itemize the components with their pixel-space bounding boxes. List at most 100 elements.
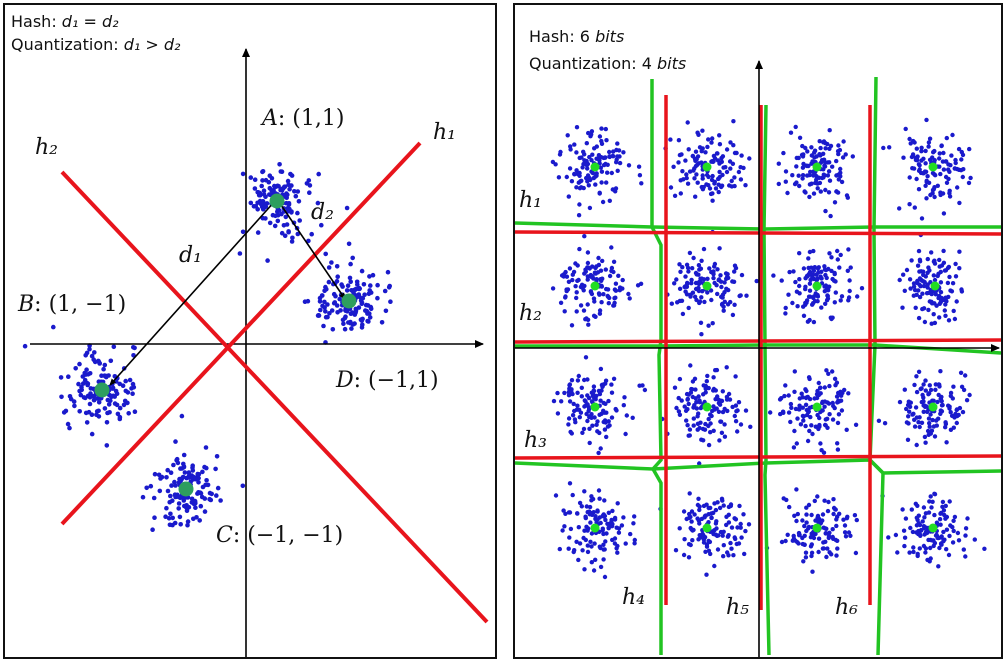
grid-cluster-point	[830, 534, 835, 540]
grid-cluster-point	[611, 149, 616, 154]
grid-cluster-point	[960, 152, 966, 158]
grid-cluster-point	[948, 523, 953, 528]
grid-cluster-point	[968, 175, 973, 181]
grid-cluster-point	[836, 177, 841, 182]
grid-cluster-point	[799, 152, 805, 158]
grid-cluster-point	[705, 276, 710, 281]
grid-cluster-point	[555, 411, 561, 416]
grid-cluster-point	[914, 146, 919, 151]
grid-cluster-point	[604, 410, 609, 415]
label-d2: d₂	[311, 200, 334, 225]
grid-cluster-point	[818, 391, 823, 396]
grid-cluster-point	[711, 510, 716, 516]
cluster-c-point	[205, 482, 211, 488]
cluster-b-point	[112, 401, 118, 406]
grid-cluster-point	[600, 199, 606, 205]
cluster-a-point	[286, 229, 291, 235]
grid-cluster-point	[932, 277, 938, 283]
grid-cluster-point	[713, 521, 719, 526]
grid-cluster-point	[690, 538, 695, 543]
grid-cluster-point	[601, 514, 606, 519]
cluster-a-point	[260, 178, 265, 183]
cluster-c-point	[178, 478, 183, 484]
grid-cluster-point	[607, 273, 613, 279]
grid-cluster-point	[938, 280, 944, 285]
grid-cluster-point	[566, 422, 571, 427]
grid-cluster-point	[800, 173, 806, 178]
cluster-b-point	[120, 383, 126, 389]
grid-cluster-point	[803, 276, 808, 281]
grid-cluster-point	[597, 308, 603, 313]
grid-cluster-point	[826, 499, 831, 505]
grid-cluster-point	[796, 155, 801, 161]
grid-cluster-point	[923, 388, 928, 393]
grid-cluster-point	[920, 306, 925, 312]
grid-cluster-point	[845, 514, 850, 519]
grid-cluster-point	[848, 533, 853, 538]
grid-cluster-point	[842, 530, 848, 535]
grid-cluster-point	[791, 445, 797, 450]
grid-cluster-point	[602, 418, 608, 423]
grid-cluster-point	[596, 488, 602, 493]
hash-plane-h3	[514, 454, 1002, 460]
grid-cluster-point	[947, 499, 952, 504]
grid-cluster-point	[807, 194, 812, 200]
grid-cluster-point	[733, 419, 739, 424]
grid-cluster-point	[686, 515, 692, 521]
cluster-c-point	[140, 494, 146, 500]
grid-cluster-point	[833, 507, 838, 512]
grid-cluster-point	[824, 526, 829, 531]
grid-cluster-point	[938, 290, 944, 295]
grid-cluster-point	[706, 416, 711, 422]
grid-centroid-r4-c1	[590, 523, 600, 533]
cluster-c-point	[181, 461, 186, 467]
right-plot	[514, 60, 1002, 657]
cluster-c-point	[182, 503, 187, 509]
cluster-d-point	[317, 295, 323, 301]
grid-cluster-point	[575, 278, 580, 283]
grid-cluster-point	[825, 546, 830, 551]
grid-cluster-point	[960, 174, 965, 180]
cluster-a-point	[267, 220, 273, 226]
grid-cluster-point	[623, 431, 628, 437]
right-title-quant-prefix: Quantization: 4	[529, 54, 657, 73]
grid-cluster-point	[937, 293, 942, 299]
grid-cluster-point	[621, 150, 626, 155]
grid-cluster-point	[963, 373, 968, 378]
grid-cluster-point	[936, 564, 941, 569]
grid-cluster-point	[819, 305, 824, 310]
grid-cluster-point	[688, 363, 693, 368]
cluster-d-point	[375, 295, 380, 301]
grid-cluster-point	[739, 535, 744, 540]
grid-cluster-point	[598, 446, 603, 451]
grid-cluster-point	[823, 208, 828, 214]
grid-cluster-point	[626, 163, 632, 168]
grid-cluster-point	[717, 169, 722, 175]
grid-cluster-point	[718, 279, 724, 284]
grid-cluster-point	[926, 392, 931, 397]
grid-cluster-point	[927, 136, 933, 141]
grid-cluster-point	[913, 405, 919, 410]
grid-cluster-point	[602, 427, 608, 432]
grid-cluster-point	[566, 194, 571, 199]
grid-cluster-point	[847, 288, 852, 294]
grid-cluster-point	[912, 287, 918, 293]
grid-cluster-point	[835, 420, 841, 426]
grid-cluster-point	[811, 268, 817, 273]
grid-cluster-point	[900, 305, 905, 310]
grid-cluster-point	[788, 130, 794, 135]
grid-cluster-point	[957, 266, 962, 271]
cluster-c-point	[215, 485, 221, 491]
grid-cluster-point	[951, 384, 956, 389]
grid-cluster-point	[810, 275, 815, 281]
grid-cluster-point	[587, 205, 593, 211]
right-label-h6-text: h₆	[835, 595, 858, 620]
grid-cluster-point	[566, 510, 572, 515]
grid-cluster-point	[711, 375, 716, 380]
grid-cluster-point	[917, 269, 922, 274]
grid-cluster-point	[699, 332, 704, 337]
grid-cluster-point	[783, 538, 788, 544]
grid-cluster-point	[924, 117, 929, 123]
grid-cluster-point	[731, 143, 736, 148]
grid-centroid-r2-c1	[590, 281, 600, 291]
